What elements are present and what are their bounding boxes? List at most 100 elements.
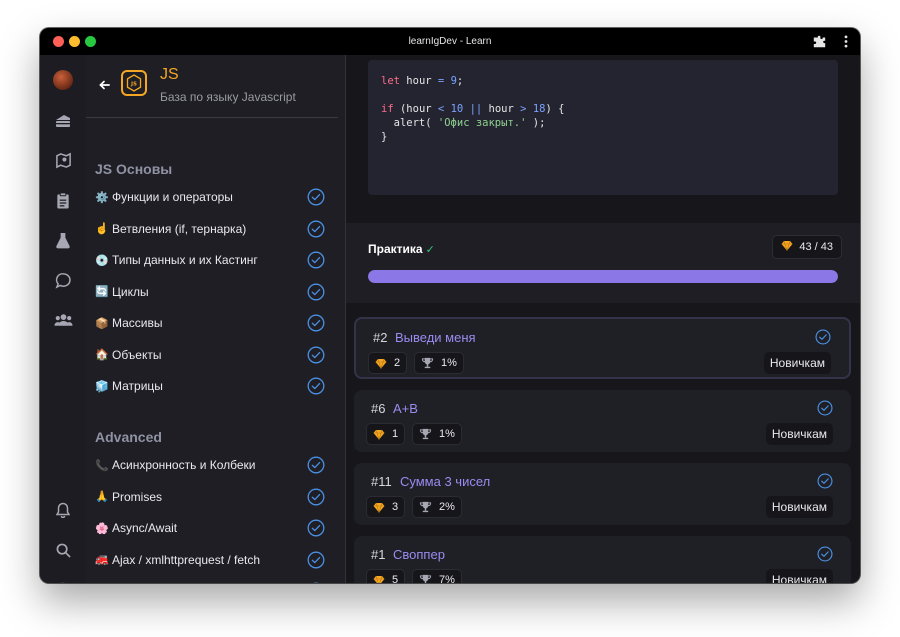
- avatar[interactable]: [51, 68, 75, 92]
- task-number: #11: [371, 474, 392, 489]
- completed-check-icon: [307, 283, 325, 301]
- gem-reward-value: 3: [392, 501, 399, 513]
- lesson-item[interactable]: 📞 Асинхронность и Колбеки: [95, 452, 325, 478]
- lesson-item[interactable]: 🧊 Матрицы: [95, 373, 325, 399]
- lesson-emoji-icon: 📞: [95, 459, 109, 472]
- practice-title: Практика ✓: [368, 242, 435, 256]
- title-bar: learnIgDev - Learn: [40, 28, 860, 55]
- bell-icon[interactable]: [51, 498, 75, 522]
- lesson-label: Ветвления (if, тернарка): [112, 221, 247, 236]
- gem-reward-value: 5: [392, 574, 399, 583]
- completed-check-icon: [307, 220, 325, 238]
- trophy-icon: [419, 428, 432, 440]
- lesson-item[interactable]: ⚙️ Функции и операторы: [95, 184, 325, 210]
- completed-check-icon: [307, 519, 325, 537]
- task-number: #1: [371, 547, 386, 562]
- lesson-item[interactable]: ☝️ Ветвления (if, тернарка): [95, 216, 325, 242]
- lesson-emoji-icon: 🌸: [95, 522, 109, 535]
- practice-panel: Практика ✓ 43 / 43: [346, 223, 860, 303]
- puzzle-icon[interactable]: [812, 34, 826, 48]
- task-card[interactable]: #1 Своппер 5 7% Новичкам: [354, 536, 851, 583]
- map-icon[interactable]: [51, 148, 75, 172]
- lesson-item[interactable]: 📦 Массивы: [95, 310, 325, 336]
- task-number: #6: [371, 401, 386, 416]
- task-name[interactable]: Сумма 3 чисел: [400, 474, 491, 489]
- lesson-emoji-icon: 🔄: [95, 286, 109, 298]
- more-menu-icon[interactable]: [839, 34, 853, 48]
- lesson-item[interactable]: 🙏 Promises: [95, 484, 325, 510]
- gem-reward-badge: 2: [368, 352, 408, 374]
- minimize-window-button[interactable]: [69, 36, 80, 47]
- gem-icon: [375, 358, 387, 369]
- course-subtitle: База по языку Javascript: [160, 90, 296, 104]
- task-number: #2: [373, 330, 388, 345]
- lesson-item[interactable]: 🏠 Объекты: [95, 342, 325, 368]
- gem-icon: [373, 575, 385, 583]
- completed-check-icon: [307, 551, 325, 569]
- solved-percent-badge: 1%: [412, 423, 462, 445]
- back-arrow-icon[interactable]: [96, 77, 112, 93]
- gem-reward-badge: 5: [366, 569, 406, 583]
- trophy-icon: [419, 501, 432, 513]
- trophy-icon: [421, 357, 434, 369]
- code-block: let hour = 9; if (hour < 10 || hour > 18…: [381, 75, 565, 143]
- difficulty-badge: Новичкам: [763, 352, 831, 374]
- lesson-item[interactable]: 🏠DOM (Document Object Model): [95, 578, 325, 583]
- lesson-item[interactable]: 🚒 Ajax / xmlhttprequest / fetch: [95, 547, 325, 573]
- close-window-button[interactable]: [53, 36, 64, 47]
- task-card[interactable]: #11 Сумма 3 чисел 3 2% Новичкам: [354, 463, 851, 525]
- lesson-label: Async/Await: [112, 521, 178, 535]
- section-title: Advanced: [95, 429, 162, 445]
- task-name[interactable]: A+B: [393, 401, 418, 416]
- trophy-icon: [419, 574, 432, 583]
- clipboard-icon[interactable]: [51, 188, 75, 212]
- lesson-label: Циклы: [112, 284, 149, 299]
- maximize-window-button[interactable]: [85, 36, 96, 47]
- lesson-item[interactable]: 🔄 Циклы: [95, 279, 325, 305]
- task-name[interactable]: Своппер: [393, 547, 445, 562]
- task-done-check-icon: [815, 329, 831, 345]
- gear-icon[interactable]: [51, 578, 75, 583]
- solved-percent-badge: 2%: [412, 496, 462, 518]
- practice-progress-bar: [368, 270, 838, 283]
- task-card[interactable]: #2 Выведи меня 2 1% Новичкам: [354, 317, 851, 379]
- flask-icon[interactable]: [51, 228, 75, 252]
- lesson-label: Объекты: [112, 347, 162, 362]
- gem-reward-value: 2: [394, 357, 401, 369]
- gems-counter: 43 / 43: [772, 235, 842, 259]
- course-title: JS: [160, 66, 179, 83]
- completed-check-icon: [307, 377, 325, 395]
- main-content: let hour = 9; if (hour < 10 || hour > 18…: [346, 55, 860, 583]
- section-title: JS Основы: [95, 161, 173, 177]
- lesson-item[interactable]: 🌸 Async/Await: [95, 515, 325, 541]
- lesson-item[interactable]: 💿 Типы данных и их Кастинг: [95, 247, 325, 273]
- gem-icon: [373, 502, 385, 513]
- solved-percent-value: 1%: [441, 357, 457, 369]
- lesson-label: Массивы: [112, 316, 163, 330]
- solved-percent-value: 1%: [439, 428, 455, 440]
- course-sidebar: JS JS База по языку Javascript JS Основы…: [86, 55, 346, 583]
- completed-check-icon: [307, 188, 325, 206]
- js-course-icon: JS: [121, 70, 147, 96]
- lesson-emoji-icon: 🚒: [95, 554, 109, 566]
- lesson-emoji-icon: 🧊: [95, 380, 109, 393]
- chat-icon[interactable]: [51, 268, 75, 292]
- search-icon[interactable]: [51, 538, 75, 562]
- gem-icon: [373, 429, 385, 440]
- gem-icon: [781, 240, 793, 254]
- gem-reward-badge: 1: [366, 423, 406, 445]
- cake-icon[interactable]: [51, 108, 75, 132]
- solved-percent-value: 2%: [439, 501, 455, 513]
- icon-rail: [40, 55, 87, 583]
- gems-counter-value: 43 / 43: [799, 241, 833, 253]
- completed-check-icon: [307, 251, 325, 269]
- code-example: let hour = 9; if (hour < 10 || hour > 18…: [368, 60, 838, 195]
- task-name[interactable]: Выведи меня: [395, 330, 476, 345]
- lesson-emoji-icon: 💿: [95, 254, 109, 267]
- users-icon[interactable]: [51, 308, 75, 332]
- solved-percent-badge: 1%: [414, 352, 464, 374]
- task-card[interactable]: #6 A+B 1 1% Новичкам: [354, 390, 851, 452]
- completed-check-icon: [307, 314, 325, 332]
- gem-reward-badge: 3: [366, 496, 406, 518]
- course-header: JS JS База по языку Javascript: [86, 55, 338, 118]
